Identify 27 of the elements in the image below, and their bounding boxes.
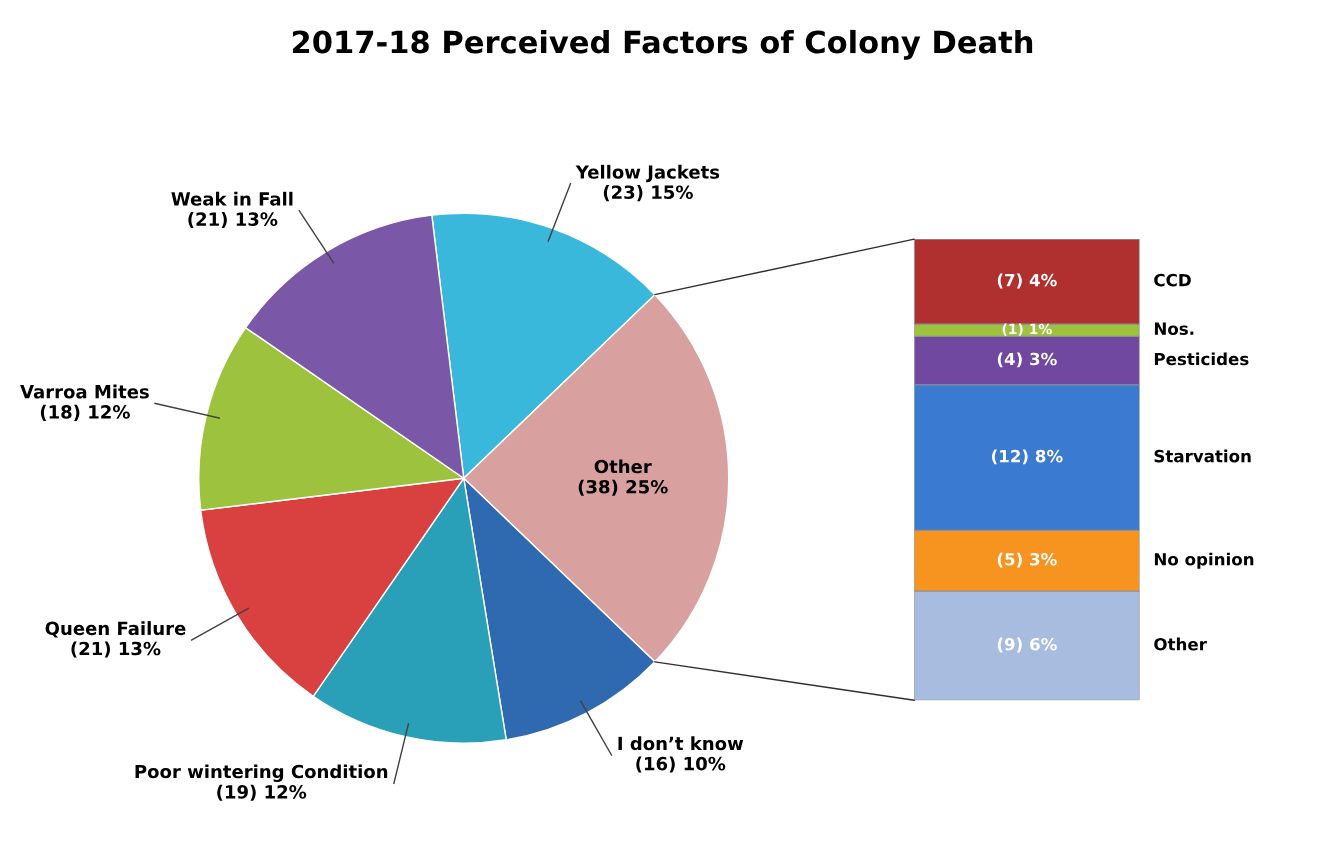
slice-label: Yellow Jackets xyxy=(575,164,720,183)
data-label: (21) 13% xyxy=(71,641,161,658)
slice-label: Varroa Mites xyxy=(20,384,149,399)
slice-label: Queen Failure xyxy=(45,621,186,638)
data-label: (5) 3% xyxy=(997,552,1057,568)
series-label: No opinion xyxy=(1154,552,1254,569)
slice-label: Other xyxy=(594,459,652,474)
data-label: (21) 13% xyxy=(188,212,278,229)
data-label: (38) 25% xyxy=(578,479,668,496)
slice-label: I don’t know xyxy=(618,736,744,751)
series-label: Other xyxy=(1154,637,1207,651)
data-label: (12) 8% xyxy=(992,449,1063,465)
chart-title: 2017-18 Perceived Factors of Colony Death xyxy=(292,29,1033,60)
data-label: (19) 12% xyxy=(217,784,307,801)
data-label: (7) 4% xyxy=(997,273,1057,289)
series-label: Pesticides xyxy=(1154,352,1249,366)
slice-label: Poor wintering Condition xyxy=(135,764,388,782)
data-label: (18) 12% xyxy=(40,404,130,421)
data-label: (16) 10% xyxy=(636,756,726,773)
data-label: (4) 3% xyxy=(997,352,1057,368)
data-label: (9) 6% xyxy=(997,637,1057,653)
series-label: Starvation xyxy=(1154,449,1251,463)
data-label: (23) 15% xyxy=(603,185,693,202)
series-label: CCD xyxy=(1154,273,1191,287)
slice-label: Weak in Fall xyxy=(171,191,293,206)
data-label: (1) 1% xyxy=(1002,323,1052,336)
series-label: Nos. xyxy=(1154,322,1194,335)
